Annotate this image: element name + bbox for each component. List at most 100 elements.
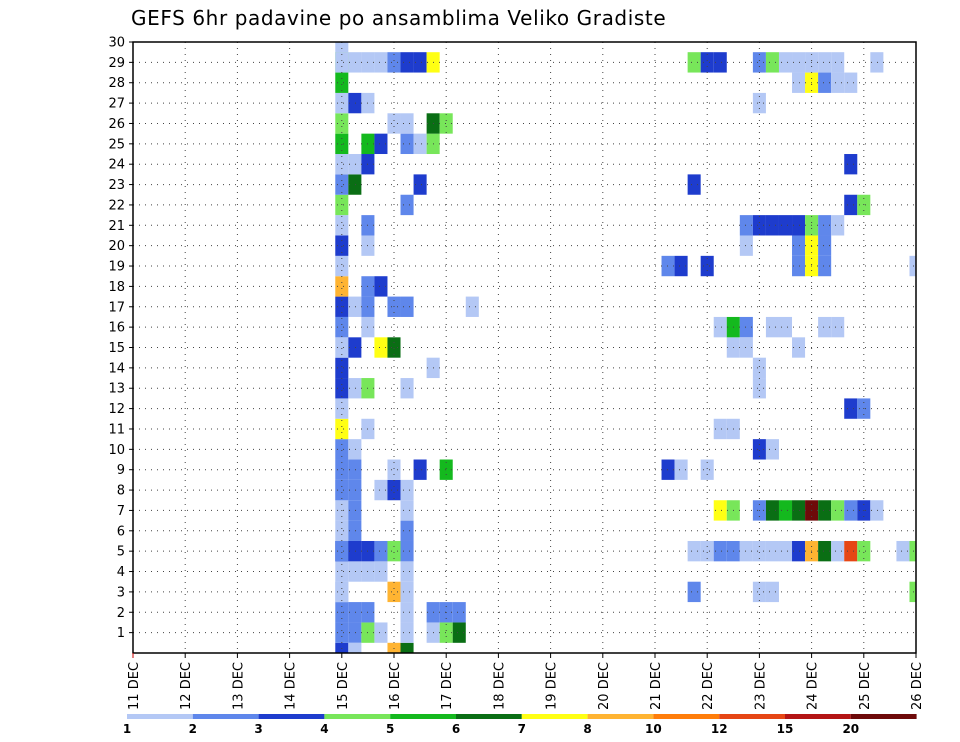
heatmap-cell xyxy=(452,602,466,623)
heatmap-cell xyxy=(739,316,753,338)
heatmap-cell xyxy=(765,581,779,603)
heatmap-cell xyxy=(713,316,727,338)
heatmap-cell xyxy=(831,500,845,521)
x-tick-label: 14 DEC xyxy=(284,662,299,710)
legend-label: 10 xyxy=(645,722,662,736)
y-tick-label: 2 xyxy=(117,606,125,621)
heatmap-cell xyxy=(439,622,453,643)
x-axis: 11 DEC 12 DEC 13 DEC 14 DEC 15 DEC 16 DEC 17 D… xyxy=(127,653,925,710)
y-tick-label: 4 xyxy=(117,565,125,580)
heatmap-cell xyxy=(792,500,806,521)
legend-swatch xyxy=(390,714,456,719)
heatmap-cell xyxy=(348,337,362,358)
y-tick-label: 13 xyxy=(108,382,125,397)
heatmap-cell xyxy=(778,316,793,338)
x-tick-label: 11 DEC xyxy=(127,662,142,710)
heatmap-cell xyxy=(831,540,845,562)
heatmap-cell xyxy=(700,540,714,562)
heatmap-cell xyxy=(374,337,388,358)
y-tick-label: 30 xyxy=(108,36,125,51)
heatmap-cell xyxy=(778,540,793,562)
legend-swatch xyxy=(850,714,917,719)
heatmap-cell xyxy=(792,255,806,277)
heatmap-cell xyxy=(439,459,453,480)
heatmap-cell xyxy=(348,92,362,114)
y-tick-label: 21 xyxy=(108,219,125,234)
heatmap-cell xyxy=(335,459,349,480)
heatmap-cell xyxy=(335,642,349,653)
heatmap-cell xyxy=(387,581,401,603)
heatmap-cell xyxy=(700,52,714,73)
legend-swatch xyxy=(719,714,785,719)
heatmap-cell xyxy=(374,540,388,562)
heatmap-cell xyxy=(765,540,779,562)
heatmap-cell xyxy=(792,337,806,358)
heatmap-cell xyxy=(387,642,401,653)
heatmap-cell xyxy=(818,235,832,256)
heatmap-cell xyxy=(335,540,349,562)
heatmap-cell xyxy=(752,52,766,73)
heatmap-cell xyxy=(400,133,414,155)
heatmap-cell xyxy=(335,113,349,134)
heatmap-cell xyxy=(687,540,701,562)
heatmap-cell xyxy=(348,561,362,582)
heatmap-cell xyxy=(792,540,806,562)
heatmap-cell xyxy=(818,255,832,277)
y-tick-label: 28 xyxy=(108,76,125,91)
y-tick-label: 8 xyxy=(117,484,125,499)
x-tick-label: 18 DEC xyxy=(492,662,507,710)
heatmap-cell xyxy=(400,194,414,216)
heatmap-cell xyxy=(700,459,714,480)
heatmap-cell xyxy=(400,642,414,653)
heatmap-cell xyxy=(335,52,349,73)
heatmap-cell xyxy=(374,133,388,155)
heatmap-cell xyxy=(674,255,688,277)
heatmap-cell xyxy=(335,133,349,155)
heatmap-cell xyxy=(348,479,362,501)
heatmap-cell xyxy=(765,500,779,521)
heatmap-cell xyxy=(335,337,349,358)
y-tick-label: 7 xyxy=(117,504,125,519)
heatmap-cell xyxy=(387,52,401,73)
heatmap-cell xyxy=(831,52,845,73)
x-tick-label: 19 DEC xyxy=(545,662,560,710)
heatmap-cell xyxy=(374,276,388,297)
heatmap-cell xyxy=(909,255,916,277)
legend-label: 8 xyxy=(583,722,591,736)
heatmap-cell xyxy=(400,113,414,134)
heatmap-cell xyxy=(387,113,401,134)
y-tick-label: 20 xyxy=(108,239,125,254)
x-tick-label: 24 DEC xyxy=(806,662,821,710)
y-tick-label: 29 xyxy=(108,56,125,71)
heatmap-cell xyxy=(713,418,727,440)
x-tick-label: 23 DEC xyxy=(753,662,768,710)
x-tick-label: 16 DEC xyxy=(388,662,403,710)
heatmap-cell xyxy=(674,459,688,480)
legend-label: 3 xyxy=(254,722,262,736)
x-tick-label: 15 DEC xyxy=(336,662,351,710)
heatmap-cell xyxy=(335,215,349,236)
heatmap-cell xyxy=(400,378,414,399)
heatmap-cell xyxy=(387,479,401,501)
heatmap-cell xyxy=(335,235,349,256)
legend-swatch xyxy=(653,714,720,719)
heatmap-cell xyxy=(818,500,832,521)
heatmap-cell xyxy=(335,92,349,114)
heatmap-cell xyxy=(896,540,910,562)
legend-swatch xyxy=(192,714,259,719)
heatmap-cell xyxy=(465,296,479,317)
x-tick-label: 21 DEC xyxy=(649,662,664,710)
heatmap-cell xyxy=(844,154,858,175)
heatmap-cell xyxy=(713,52,727,73)
heatmap-cell xyxy=(909,581,916,603)
heatmap-cell xyxy=(387,459,401,480)
heatmap-cell xyxy=(700,255,714,277)
heatmap-cell xyxy=(439,113,453,134)
heatmap-cell xyxy=(778,500,793,521)
heatmap-cell xyxy=(348,296,362,317)
y-tick-label: 5 xyxy=(117,545,125,560)
legend-label: 20 xyxy=(842,722,859,736)
y-tick-label: 14 xyxy=(108,361,125,376)
heatmap-cell xyxy=(400,520,414,541)
x-tick-label: 26 DEC xyxy=(910,662,925,710)
